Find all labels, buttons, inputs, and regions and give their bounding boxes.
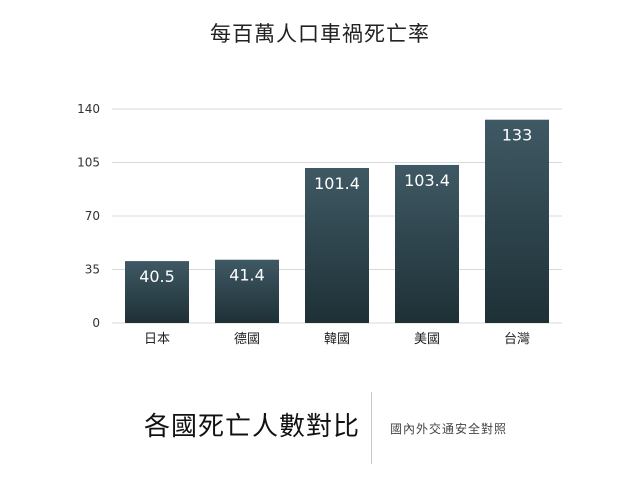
bar-value-label: 41.4 xyxy=(229,266,265,285)
bars: 40.5 41.4 101.4 103.4 133 xyxy=(125,119,549,323)
bar xyxy=(215,259,279,323)
bar-chart: 0 35 70 105 140 40.5 41.4 101.4 103.4 133 日本 德國 韓國… xyxy=(77,102,562,347)
y-tick-label: 105 xyxy=(77,156,100,170)
y-tick-label: 0 xyxy=(92,316,100,330)
bar xyxy=(305,168,369,323)
bar-value-label: 103.4 xyxy=(404,171,450,190)
y-tick-label: 35 xyxy=(85,263,100,277)
x-tick-label: 日本 xyxy=(144,332,170,347)
y-tick-label: 140 xyxy=(77,102,100,116)
x-axis-ticks: 日本 德國 韓國 美國 台灣 xyxy=(144,332,530,347)
y-tick-label: 70 xyxy=(85,209,100,223)
footer-title: 各國死亡人數對比 xyxy=(144,412,361,442)
y-axis-ticks: 0 35 70 105 140 xyxy=(77,102,100,330)
x-tick-label: 德國 xyxy=(234,332,260,347)
bar-value-label: 133 xyxy=(502,126,533,145)
x-tick-label: 韓國 xyxy=(324,332,350,347)
chart-title: 每百萬人口車禍死亡率 xyxy=(210,22,430,46)
footer-divider xyxy=(371,392,372,464)
x-tick-label: 台灣 xyxy=(504,332,530,347)
bar xyxy=(485,119,549,323)
bar-value-label: 101.4 xyxy=(314,174,360,193)
bar xyxy=(125,261,189,323)
x-tick-label: 美國 xyxy=(414,332,440,347)
bar xyxy=(395,164,459,323)
footer-subtitle: 國內外交通安全對照 xyxy=(390,422,508,436)
bar-value-label: 40.5 xyxy=(139,267,175,286)
